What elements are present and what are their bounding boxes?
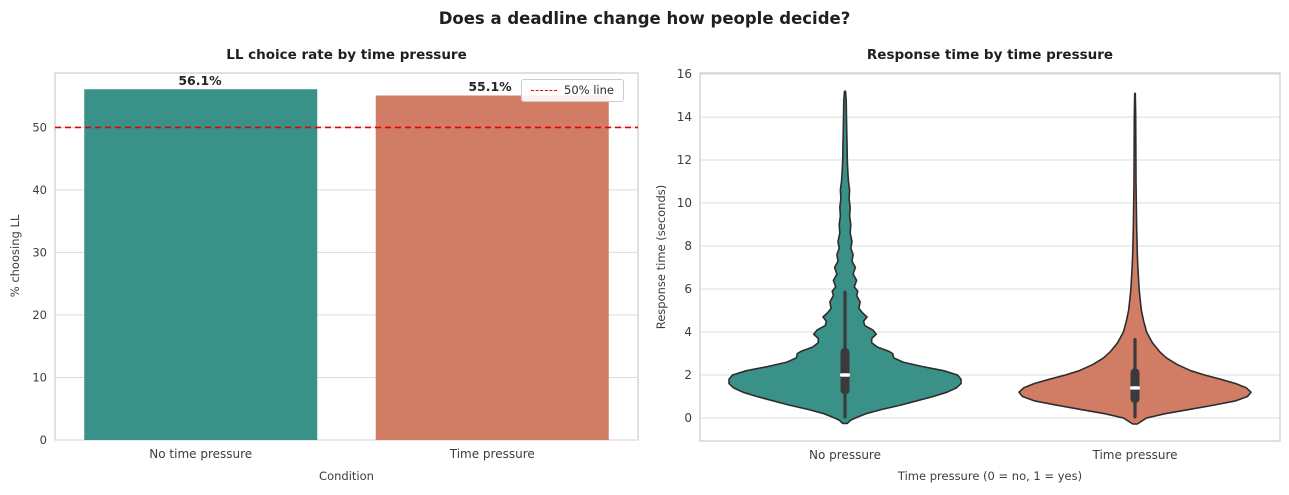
- tick-label: 20: [32, 308, 47, 322]
- violin-chart-ylabel: Response time (seconds): [654, 184, 668, 330]
- tick-label: 16: [677, 67, 692, 81]
- tick-label: 2: [684, 368, 692, 382]
- tick-label: 6: [684, 282, 692, 296]
- violin-box-0: [840, 348, 850, 395]
- tick-label: No pressure: [809, 448, 881, 462]
- violin-median-0: [840, 373, 850, 377]
- tick-label: 10: [32, 370, 47, 384]
- bar-chart-title: LL choice rate by time pressure: [226, 47, 467, 63]
- violin-1: [1018, 92, 1252, 425]
- violin-median-1: [1130, 386, 1140, 390]
- bar-0: [84, 89, 318, 440]
- tick-label: 14: [677, 110, 692, 124]
- tick-label: 0: [684, 411, 692, 425]
- dashed-line-icon: [531, 89, 557, 91]
- tick-label: 10: [677, 196, 692, 210]
- bar-chart-ylabel: % choosing LL: [8, 214, 22, 298]
- figure-title: Does a deadline change how people decide…: [438, 9, 851, 28]
- tick-label: Time pressure: [1091, 448, 1177, 462]
- violin-chart-title: Response time by time pressure: [866, 47, 1114, 63]
- bar-value-label-no-pressure: 56.1%: [178, 73, 222, 88]
- bar-1: [375, 95, 609, 441]
- legend: 50% line: [521, 79, 624, 102]
- tick-label: 12: [677, 153, 692, 167]
- bar-chart-xlabel: Condition: [319, 469, 374, 483]
- violin-0: [728, 90, 962, 425]
- tick-label: No time pressure: [149, 447, 252, 461]
- tick-label: 50: [32, 120, 47, 134]
- violin-chart-xlabel: Time pressure (0 = no, 1 = yes): [897, 469, 1083, 483]
- tick-label: 8: [684, 239, 692, 253]
- tick-label: 40: [32, 183, 47, 197]
- tick-label: 0: [40, 433, 47, 447]
- violin-box-1: [1130, 368, 1140, 403]
- tick-label: 30: [32, 245, 47, 259]
- legend-label: 50% line: [564, 83, 614, 97]
- tick-label: Time pressure: [449, 447, 535, 461]
- bar-value-label-time-pressure: 55.1%: [468, 79, 512, 94]
- tick-label: 4: [684, 325, 692, 339]
